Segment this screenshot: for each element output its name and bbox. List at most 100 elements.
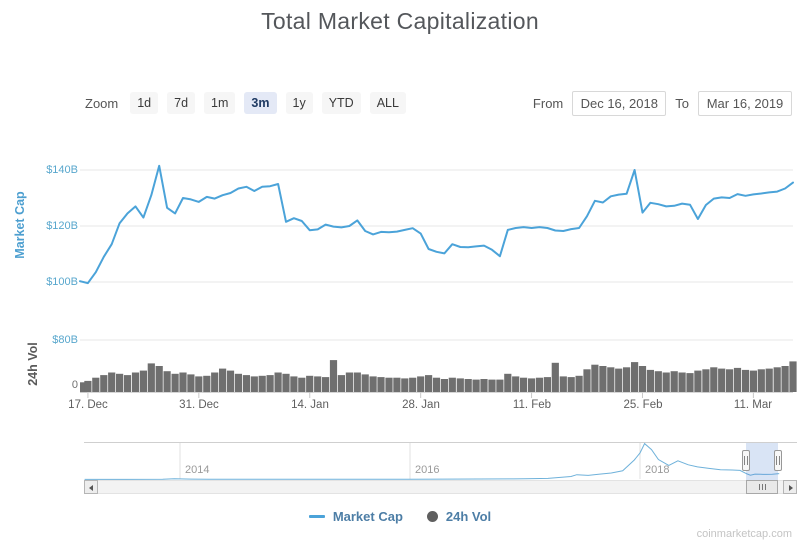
volume-bar [329, 360, 338, 392]
volume-bar [456, 378, 464, 392]
zoom-button-group: Zoom 1d 7d 1m 3m 1y YTD ALL [85, 92, 406, 114]
volume-bar [80, 382, 88, 393]
yaxis-label-0: 0 [71, 379, 78, 391]
zoom-button-1m[interactable]: 1m [204, 92, 236, 114]
navigator-handle-left[interactable] [742, 450, 750, 471]
volume-bar [528, 378, 536, 392]
volume-bar [726, 369, 734, 393]
volume-bar [195, 376, 203, 392]
volume-bar [92, 377, 100, 392]
volume-bar [179, 372, 187, 392]
volume-bar [559, 376, 567, 392]
legend-label: Market Cap [332, 509, 403, 524]
volume-bar [242, 375, 250, 392]
zoom-button-3m[interactable]: 3m [244, 92, 277, 114]
volume-bar [702, 369, 710, 393]
market-cap-axis-title: Market Cap [13, 191, 27, 259]
volume-bar [108, 372, 116, 392]
navigator-selected-range[interactable] [746, 443, 778, 480]
volume-bar [401, 378, 409, 392]
scrollbar-right-button[interactable] [783, 480, 797, 494]
volume-bar [163, 371, 171, 392]
volume-bar [322, 377, 330, 392]
from-date-input[interactable] [572, 90, 667, 116]
volume-bar [282, 373, 290, 392]
volume-bar [131, 372, 140, 392]
volume-bar [361, 374, 369, 392]
volume-bar [543, 377, 551, 392]
xaxis-label-11mar: 11. Mar [733, 399, 773, 411]
volume-bar [599, 366, 607, 392]
volume-bar [607, 367, 615, 392]
page-title: Total Market Capitalization [261, 8, 539, 34]
arrow-right-icon [789, 484, 793, 491]
zoom-button-1d[interactable]: 1d [130, 92, 159, 114]
volume-bar [631, 362, 639, 392]
volume-bar [290, 376, 298, 392]
volume-bar [258, 375, 266, 393]
volume-bar [266, 375, 274, 392]
watermark: coinmarketcap.com [696, 528, 792, 540]
scrollbar-thumb[interactable] [746, 480, 778, 494]
volume-bar [623, 367, 631, 392]
volume-bar [464, 379, 472, 392]
navigator-year-2016: 2016 [415, 464, 440, 476]
volume-bar [646, 369, 654, 392]
volume-bar [84, 380, 92, 392]
volume-bar [615, 368, 623, 392]
xaxis-label-31dec: 31. Dec [179, 399, 219, 411]
to-date-input[interactable] [698, 90, 792, 116]
volume-bar [306, 375, 314, 393]
volume-bar [472, 379, 480, 392]
volume-bar [425, 375, 433, 392]
volume-bar [116, 373, 124, 392]
volume-bar [219, 368, 227, 392]
volume-bar [274, 372, 282, 392]
volume-bar [535, 377, 544, 392]
xaxis-label-17dec: 17. Dec [68, 399, 108, 411]
volume-bar [203, 375, 211, 393]
volume-bar [488, 379, 496, 392]
legend-item-24h-vol[interactable]: 24h Vol [426, 509, 491, 524]
volume-bar [686, 373, 694, 392]
xaxis-label-28jan: 28. Jan [402, 399, 440, 411]
navigator-year-2018: 2018 [645, 464, 670, 476]
volume-bar [171, 373, 179, 392]
yaxis-label-140b: $140B [46, 164, 78, 176]
navigator-scrollbar [84, 480, 797, 494]
volume-bar [100, 375, 108, 392]
volume-bar [298, 377, 306, 392]
volume-bar [575, 375, 583, 393]
volume-bar [123, 375, 132, 392]
volume-bar [187, 374, 195, 392]
volume-bar [583, 369, 591, 393]
volume-bar [567, 377, 575, 392]
volume-bar [345, 372, 353, 392]
volume-bar [765, 368, 773, 392]
xaxis-label-11feb: 11. Feb [512, 399, 552, 411]
volume-bar [369, 376, 377, 392]
volume-bar [773, 367, 781, 392]
zoom-button-1y[interactable]: 1y [285, 92, 313, 114]
volume-bar [353, 372, 361, 392]
volume-bar [670, 371, 678, 392]
scrollbar-left-button[interactable] [84, 480, 98, 494]
volume-bar [789, 361, 797, 392]
volume-bar [678, 372, 686, 392]
volume-bar [337, 375, 345, 392]
legend-item-market-cap[interactable]: Market Cap [308, 509, 403, 524]
volume-bar [638, 366, 647, 392]
zoom-button-7d[interactable]: 7d [167, 92, 196, 114]
volume-bar [480, 379, 488, 392]
navigator-handle-right[interactable] [774, 450, 782, 471]
volume-bar [409, 377, 417, 392]
volume-bar [155, 366, 163, 392]
scrollbar-track[interactable] [84, 480, 797, 494]
volume-bar [591, 364, 599, 392]
zoom-button-all[interactable]: ALL [369, 92, 406, 114]
zoom-button-ytd[interactable]: YTD [321, 92, 361, 114]
volume-bar [694, 370, 702, 392]
volume-bar [741, 369, 750, 392]
volume-bar [551, 362, 559, 393]
